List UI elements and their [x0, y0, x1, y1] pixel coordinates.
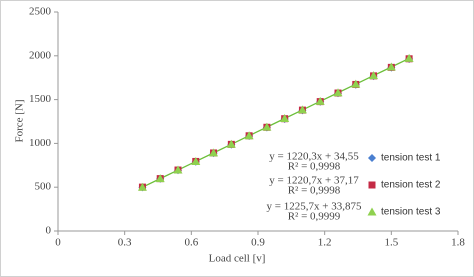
- data-point: [244, 131, 254, 140]
- equation: R² = 0,9998: [288, 185, 341, 197]
- equation: y = 1220,7x + 37,17: [269, 175, 359, 187]
- data-point: [333, 88, 343, 97]
- x-tick-label: 1.2: [318, 237, 332, 249]
- x-tick-label: 0.6: [184, 237, 198, 249]
- x-tick-label: 1.8: [451, 237, 465, 249]
- data-point: [280, 114, 290, 123]
- x-axis-title: Load cell [v]: [209, 253, 266, 265]
- equation: R² = 0,9998: [288, 161, 341, 173]
- legend-marker: [367, 207, 377, 216]
- y-tick-label: 2000: [29, 49, 52, 61]
- legend-marker: [368, 181, 376, 189]
- legend-label: tension test 2: [381, 180, 441, 191]
- data-point: [297, 105, 307, 114]
- data-point: [155, 174, 165, 183]
- legend-marker: [368, 154, 376, 162]
- data-point: [315, 96, 325, 105]
- data-point: [404, 53, 414, 62]
- equation: R² = 0,9999: [288, 211, 341, 223]
- equation: y = 1225,7x + 33,875: [267, 201, 362, 213]
- y-tick-label: 500: [35, 181, 52, 193]
- data-point: [173, 165, 183, 174]
- data-point: [351, 79, 361, 88]
- y-tick-label: 1500: [29, 93, 52, 105]
- y-tick-label: 2500: [29, 6, 52, 18]
- y-tick-label: 0: [46, 225, 52, 237]
- data-point: [191, 156, 201, 165]
- data-point: [386, 62, 396, 71]
- equation: y = 1220,3x + 34,55: [269, 151, 359, 163]
- trendline: [142, 57, 410, 188]
- data-point: [262, 122, 272, 131]
- y-axis-title: Force [N]: [14, 99, 26, 142]
- x-tick-label: 1.5: [384, 237, 398, 249]
- x-tick-label: 0: [55, 237, 61, 249]
- y-tick-label: 1000: [29, 137, 52, 149]
- legend-label: tension test 1: [381, 153, 441, 164]
- x-tick-label: 0.9: [251, 237, 265, 249]
- data-point: [209, 148, 219, 157]
- data-point: [226, 139, 236, 148]
- x-tick-label: 0.3: [118, 237, 132, 249]
- data-point: [369, 71, 379, 80]
- data-point: [137, 182, 147, 191]
- legend-label: tension test 3: [381, 207, 441, 218]
